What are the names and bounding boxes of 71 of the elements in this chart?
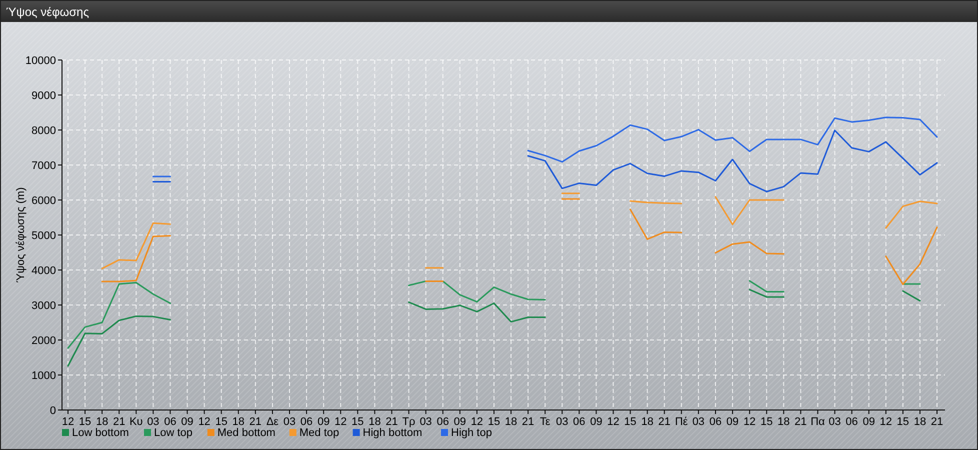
x-tick-label: 06 (846, 416, 858, 428)
x-tick-label: 21 (112, 416, 126, 428)
x-tick-label: 12 (62, 416, 74, 428)
y-tick-label: 9000 (32, 90, 56, 102)
x-tick-label: 15 (624, 416, 636, 428)
y-tick-label: 4000 (32, 265, 56, 277)
x-tick-label: 21 (522, 416, 534, 428)
x-tick-label: 15 (896, 416, 910, 428)
x-tick-label: 18 (368, 416, 381, 428)
x-tick-label: 12 (198, 416, 210, 428)
x-tick-label: 06 (709, 416, 722, 428)
y-tick-label: 0 (50, 405, 56, 417)
y-tick-label: 1000 (32, 370, 56, 382)
x-tick-label: 15 (352, 416, 364, 428)
y-tick-label: 2000 (32, 335, 56, 347)
x-tick-label: 15 (78, 416, 92, 428)
x-tick-label: 09 (590, 416, 602, 428)
x-tick-label: Τε (540, 416, 550, 428)
y-tick-label: 7000 (32, 160, 56, 172)
x-tick-label: 21 (930, 416, 944, 428)
x-tick-label: 09 (317, 416, 330, 428)
x-tick-label: 21 (658, 416, 670, 428)
y-tick-label: 5000 (32, 230, 56, 242)
x-tick-label: 06 (164, 416, 176, 428)
x-tick-label: 18 (504, 416, 518, 428)
x-tick-label: 06 (300, 416, 313, 428)
x-tick-label: Πα (810, 416, 826, 428)
x-tick-label: 09 (862, 416, 875, 428)
x-tick-label: 03 (420, 416, 432, 428)
x-tick-label: 12 (880, 416, 892, 428)
x-tick-label: 18 (232, 416, 245, 428)
y-axis-title: Ύψος νέφωσης (m) (15, 187, 27, 283)
legend-label: High top (451, 427, 492, 439)
legend-label: Low bottom (72, 427, 129, 439)
legend-label: Med bottom (217, 427, 276, 439)
legend-label: Low top (154, 427, 193, 439)
x-tick-label: 15 (760, 416, 773, 428)
x-tick-label: 03 (283, 416, 296, 428)
x-tick-label: 09 (726, 416, 739, 428)
x-tick-label: 18 (641, 416, 654, 428)
x-tick-label: 09 (181, 416, 194, 428)
x-tick-label: 18 (778, 416, 790, 428)
x-tick-label: 21 (249, 416, 262, 428)
y-tick-label: 8000 (32, 125, 56, 137)
x-tick-label: Πέ (674, 416, 688, 428)
x-tick-label: 12 (607, 416, 620, 428)
x-tick-label: 03 (828, 416, 841, 428)
x-tick-label: Τρ (402, 416, 416, 428)
x-tick-label: 15 (488, 416, 500, 428)
y-tick-label: 6000 (32, 195, 56, 207)
x-tick-label: 15 (215, 416, 228, 428)
x-tick-label: 12 (743, 416, 756, 428)
x-tick-label: 21 (794, 416, 807, 428)
x-tick-label: 18 (96, 416, 108, 428)
x-tick-label: 06 (436, 416, 449, 428)
x-tick-label: Κυ (129, 416, 143, 428)
x-tick-label: 03 (556, 416, 568, 428)
chart-title: Ύψος νέφωσης (6, 5, 90, 19)
legend-label: Med top (299, 427, 340, 439)
x-tick-label: 21 (386, 416, 398, 428)
x-tick-label: 06 (573, 416, 586, 428)
x-tick-label: 18 (914, 416, 926, 428)
x-tick-label: Δε (266, 416, 279, 428)
y-tick-label: 3000 (32, 300, 56, 312)
x-tick-label: 12 (334, 416, 347, 428)
x-tick-label: 12 (470, 416, 484, 428)
x-tick-label: 03 (147, 416, 160, 428)
x-tick-label: 09 (454, 416, 466, 428)
y-tick-label: 10000 (25, 55, 56, 67)
legend-label: High bottom (362, 427, 422, 439)
x-tick-label: 03 (692, 416, 705, 428)
